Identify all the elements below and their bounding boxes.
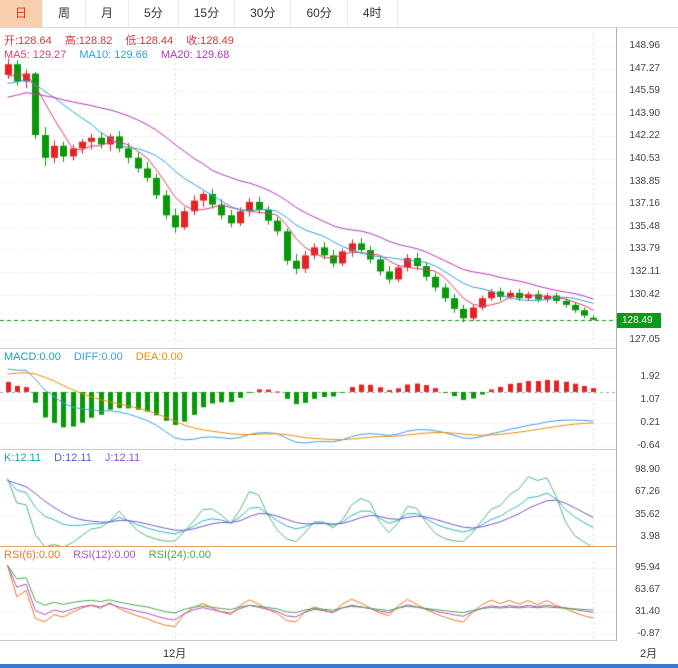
timeframe-tab-3[interactable]: 5分 [129, 0, 179, 27]
y-axis-tick: 1.92 [640, 371, 660, 382]
ma-row-item-1: MA10: 129.66 [79, 49, 148, 61]
y-axis-tick: 145.59 [629, 85, 660, 97]
y-axis-tick: -0.87 [637, 628, 660, 639]
kdj-legend-item-1: D:12.11 [54, 452, 92, 464]
kdj-canvas[interactable] [0, 464, 616, 547]
quote-row: 开:128.64 高:128.82 低:128.44 收:128.49 [4, 34, 247, 48]
rsi-canvas[interactable] [0, 562, 616, 640]
ma-row-item-2: MA20: 129.68 [160, 49, 230, 61]
kdj-legend-item-2: J:12.11 [104, 452, 141, 464]
y-axis-tick: 0.21 [640, 417, 660, 428]
y-axis-tick: 143.90 [629, 107, 660, 119]
y-axis-tick: 98.90 [634, 464, 660, 475]
y-axis-tick: 3.98 [640, 530, 660, 542]
kdj-legend-item-0: K:12.11 [4, 452, 42, 464]
kdj-legend: K:12.11 D:12.11 J:12.11 [4, 451, 153, 465]
y-axis-tick: 132.11 [630, 266, 660, 277]
panel-divider [0, 546, 616, 547]
y-axis-tick: 67.26 [634, 486, 660, 498]
current-price-tag: 128.49 [617, 313, 661, 328]
macd-legend-item-1: DIFF:0.00 [73, 351, 123, 363]
y-axis-tick: 142.22 [629, 130, 660, 142]
panel-divider [0, 640, 678, 641]
timeframe-tab-5[interactable]: 30分 [235, 0, 292, 27]
quote-row-item-3: 收:128.49 [186, 35, 234, 47]
timeframe-tab-0[interactable]: 日 [0, 0, 44, 27]
rsi-legend-item-2: RSI(24):0.00 [148, 549, 211, 561]
timeframe-tab-7[interactable]: 4时 [348, 0, 398, 27]
y-axis-tick: -0.64 [637, 440, 660, 451]
rsi-legend-item-0: RSI(6):0.00 [4, 549, 61, 561]
y-axis-tick: 130.42 [629, 288, 660, 300]
y-axis-tick: 127.05 [629, 333, 660, 345]
rsi-legend-item-1: RSI(12):0.00 [73, 549, 136, 561]
y-axis-tick: 133.79 [629, 243, 660, 255]
x-axis: 12月 2月 [0, 641, 678, 664]
y-axis-tick: 140.53 [629, 153, 660, 164]
y-axis-tick: 135.48 [629, 220, 660, 232]
macd-legend-item-0: MACD:0.00 [4, 351, 61, 363]
ma-row: MA5: 129.27 MA10: 129.66 MA20: 129.68 [4, 48, 242, 62]
y-axis-tick: 147.27 [629, 62, 660, 74]
y-axis-tick: 137.16 [629, 198, 660, 210]
y-axis-tick: 63.67 [634, 584, 660, 595]
timeframe-tab-1[interactable]: 周 [43, 0, 87, 27]
panel-divider [0, 348, 616, 349]
main-chart-canvas[interactable] [0, 33, 616, 348]
y-axis-tick: 138.85 [629, 175, 660, 187]
ma-row-item-0: MA5: 129.27 [4, 49, 67, 61]
macd-canvas[interactable] [0, 363, 616, 449]
macd-legend-item-2: DEA:0.00 [135, 351, 183, 363]
timeframe-tab-4[interactable]: 15分 [179, 0, 236, 27]
y-axis-tick: 95.94 [634, 562, 660, 573]
quote-row-item-2: 低:128.44 [125, 35, 174, 47]
rsi-legend: RSI(6):0.00 RSI(12):0.00 RSI(24):0.00 [4, 548, 224, 562]
price-axis: 148.96 147.27 145.59 143.90 142.22 140.53 138.… [616, 28, 678, 641]
y-axis-tick: 35.62 [634, 508, 660, 520]
y-axis-tick: 1.07 [640, 394, 660, 405]
macd-legend: MACD:0.00 DIFF:0.00 DEA:0.00 [4, 350, 196, 364]
timeframe-toolbar: 日周月 5分 15分 30分 60分 4时 [0, 0, 678, 28]
y-axis-tick: 148.96 [629, 40, 660, 51]
y-axis-tick: 31.40 [634, 606, 660, 617]
quote-row-item-1: 高:128.82 [64, 35, 113, 47]
timeframe-tab-2[interactable]: 月 [86, 0, 130, 27]
x-axis-label-december: 12月 [163, 648, 187, 660]
panel-divider [0, 449, 616, 450]
timeframe-tab-6[interactable]: 60分 [291, 0, 348, 27]
x-axis-label-february: 2月 [640, 648, 658, 660]
quote-row-item-0: 开:128.64 [4, 35, 52, 47]
bottom-accent-bar [0, 664, 678, 668]
